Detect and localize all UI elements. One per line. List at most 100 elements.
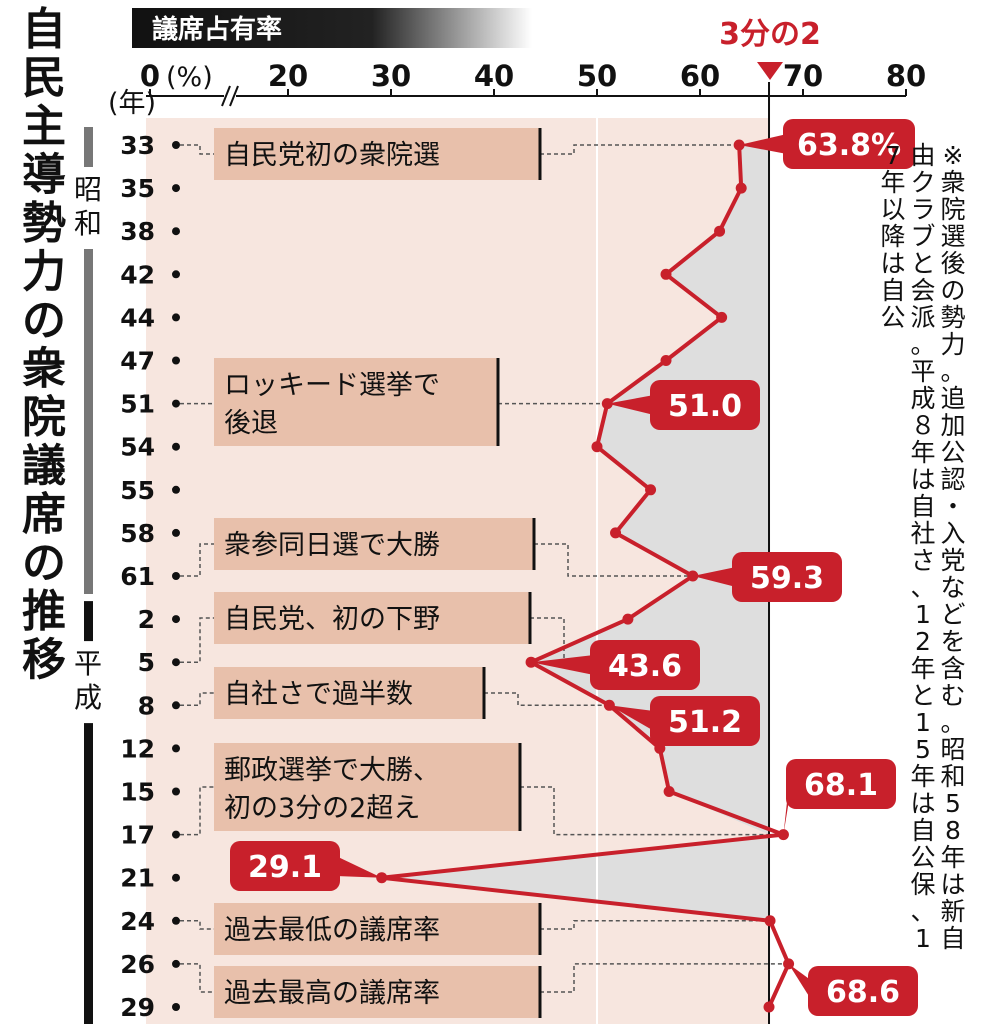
year-dot	[172, 313, 180, 321]
note-char: 年	[940, 843, 965, 872]
note-char: 5	[945, 789, 961, 818]
title-char: 導	[22, 150, 66, 201]
data-point	[592, 441, 603, 452]
year-label: 5	[138, 648, 155, 677]
note-char: と	[910, 681, 935, 710]
year-dot	[172, 184, 180, 192]
annotation-text: 後退	[224, 408, 278, 439]
title-char: 議	[22, 441, 66, 492]
title-char: 席	[22, 489, 66, 540]
note-char: は	[880, 249, 905, 278]
note-char: 平	[910, 357, 935, 386]
year-label: 12	[120, 734, 155, 763]
x-tick-label: 40	[474, 59, 514, 93]
data-point	[764, 1002, 775, 1013]
note-char: 年	[910, 762, 935, 791]
callout-label: 59.3	[750, 561, 824, 596]
year-label: 54	[120, 433, 155, 462]
x-tick-label: 70	[783, 59, 823, 93]
year-label: 8	[138, 691, 155, 720]
year-dot	[172, 443, 180, 451]
annotation-text: 衆参同日選で大勝	[224, 530, 440, 561]
era-bar	[84, 723, 93, 1024]
note-char: 1	[915, 708, 931, 737]
note-char: 派	[910, 303, 935, 332]
note-char: ８	[910, 411, 935, 440]
note-char: は	[940, 870, 965, 899]
note-char: 会	[910, 276, 935, 305]
year-label: 29	[120, 993, 155, 1022]
note-char: 1	[915, 924, 931, 953]
year-dot	[172, 270, 180, 278]
note-char: 公	[910, 843, 935, 872]
year-label: 44	[120, 303, 155, 332]
note-char: ク	[910, 168, 935, 197]
era-char: 平	[74, 647, 102, 680]
note-char: 和	[940, 762, 965, 791]
title-char: 勢	[22, 198, 66, 249]
note-char: 昭	[940, 735, 965, 764]
annotation-text: 過去最高の議席率	[224, 978, 440, 1009]
year-dot	[172, 701, 180, 709]
note-char: 年	[880, 168, 905, 197]
note-char: 社	[910, 519, 935, 548]
data-point	[765, 915, 776, 926]
title-char: 推	[22, 586, 66, 637]
note-char: 以	[880, 195, 905, 224]
note-char: ど	[940, 600, 965, 629]
note-char: は	[910, 789, 935, 818]
x-tick-label: 60	[680, 59, 720, 93]
note-char: 降	[880, 222, 905, 251]
note-char: 後	[940, 249, 965, 278]
chart-title: 自民主導勢力の衆院議席の推移	[22, 4, 66, 686]
note-char: 成	[910, 384, 935, 413]
note-char: 保	[910, 870, 935, 899]
note-char: 由	[910, 141, 935, 170]
year-label: 61	[120, 562, 155, 591]
year-label: 17	[120, 821, 155, 850]
title-char: 自	[22, 4, 66, 55]
note-char: を	[940, 627, 965, 656]
data-point	[736, 183, 747, 194]
note-char: 7	[885, 141, 901, 170]
title-char: 衆	[22, 344, 66, 395]
note-char: 公	[940, 438, 965, 467]
year-dot	[172, 529, 180, 537]
data-point	[661, 269, 672, 280]
year-dot	[172, 141, 180, 149]
note-char: 2	[915, 627, 931, 656]
x-tick-label: 80	[886, 59, 926, 93]
title-char: 力	[22, 247, 66, 298]
note-char: 加	[940, 411, 965, 440]
annotation-text: 自民党、初の下野	[224, 604, 440, 635]
era-bars: 昭和平成	[74, 127, 102, 1024]
note-char: 衆	[940, 168, 965, 197]
year-dot	[172, 1003, 180, 1011]
note-char: 追	[940, 384, 965, 413]
callout-label: 68.6	[826, 975, 900, 1010]
note-char: 公	[880, 303, 905, 332]
data-point	[716, 312, 727, 323]
note-char: と	[910, 249, 935, 278]
note-char: 、	[910, 897, 935, 926]
year-label: 26	[120, 950, 155, 979]
note-char: ブ	[910, 222, 935, 251]
year-dot	[172, 227, 180, 235]
annotation-text: 郵政選挙で大勝、	[224, 755, 440, 786]
year-label: 35	[120, 174, 155, 203]
title-char: 民	[22, 53, 66, 104]
callout-label: 43.6	[608, 649, 682, 684]
year-dot	[172, 917, 180, 925]
note-char: 選	[940, 222, 965, 251]
note-char: さ	[910, 546, 935, 575]
year-dot	[172, 400, 180, 408]
note-char: 、	[910, 573, 935, 602]
era-label: 昭和	[74, 173, 102, 240]
year-label: 21	[120, 864, 155, 893]
year-label: 24	[120, 907, 155, 936]
year-dot	[172, 486, 180, 494]
year-label: 15	[120, 778, 155, 807]
annotation-text: 自社さで過半数	[224, 679, 413, 710]
data-point	[622, 614, 633, 625]
era-char: 昭	[74, 173, 102, 206]
